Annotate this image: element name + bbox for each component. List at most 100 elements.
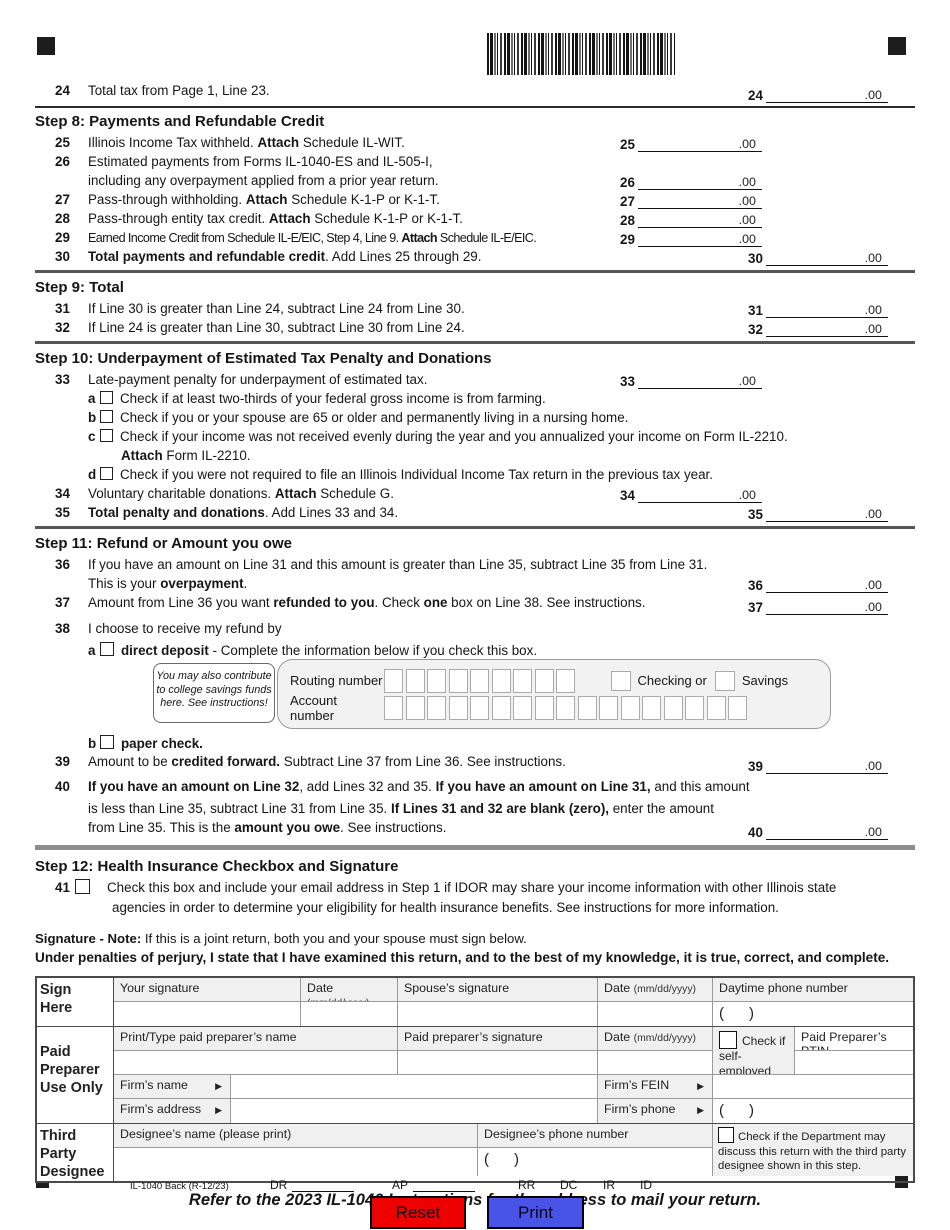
account-digit-box[interactable] (491, 695, 511, 720)
amount-underline[interactable]: .00 (765, 826, 888, 840)
bold-text: Total payments and refundable credit (88, 249, 326, 264)
your-signature-field[interactable] (114, 1002, 301, 1026)
department-discuss-text: Check if the Department may discuss this… (718, 1131, 907, 1172)
line-24-amount-field[interactable]: 24.00 (748, 86, 888, 103)
line-38-row: 38 I choose to receive my refund by (35, 616, 915, 642)
account-digit-box[interactable] (470, 695, 489, 720)
routing-number-row: Routing number Checking or Savings (290, 667, 830, 694)
amount-underline[interactable]: .00 (765, 760, 888, 774)
department-discuss-checkbox[interactable] (718, 1127, 734, 1143)
routing-digit-box[interactable] (470, 668, 489, 693)
line-25-amount-field[interactable]: 25.00 (620, 135, 762, 152)
account-digit-box[interactable] (663, 695, 683, 720)
preparer-name-field[interactable] (114, 1051, 398, 1075)
line-32-amount-field[interactable]: 32.00 (748, 320, 888, 337)
account-digit-box[interactable] (620, 695, 640, 720)
firms-name-field[interactable] (231, 1075, 598, 1099)
checkbox-41-health-insurance[interactable] (75, 879, 90, 894)
account-digit-box[interactable] (599, 695, 618, 720)
checkbox-33b[interactable] (100, 410, 113, 423)
preparer-signature-field[interactable] (398, 1051, 598, 1075)
your-signature-date-field[interactable] (301, 1002, 398, 1026)
line-31-amount-field[interactable]: 31.00 (748, 301, 888, 318)
routing-digit-box[interactable] (513, 668, 532, 693)
spouse-signature-field[interactable] (398, 1002, 598, 1026)
line-37-amount-field[interactable]: 37.00 (748, 598, 888, 615)
amount-underline[interactable]: .00 (637, 214, 762, 228)
spouse-signature-date-field[interactable] (598, 1002, 713, 1026)
amount-underline[interactable]: .00 (637, 176, 762, 190)
routing-digit-box[interactable] (534, 668, 554, 693)
line-28-amount-field[interactable]: 28.00 (620, 211, 762, 228)
account-digit-box[interactable] (384, 695, 403, 720)
amount-underline[interactable]: .00 (765, 508, 888, 522)
account-digit-box[interactable] (577, 695, 597, 720)
designee-phone-field[interactable]: ( ) (478, 1148, 713, 1176)
checkbox-33d[interactable] (100, 467, 113, 480)
firms-address-field[interactable] (231, 1099, 598, 1123)
routing-digit-box[interactable] (448, 668, 468, 693)
amount-underline[interactable]: .00 (637, 375, 762, 389)
form-body: 24 Total tax from Page 1, Line 23. 24.00 … (35, 82, 915, 1210)
account-digit-box[interactable] (685, 695, 704, 720)
savings-checkbox[interactable] (714, 670, 735, 691)
account-digit-box[interactable] (706, 695, 726, 720)
account-digit-box[interactable] (728, 695, 747, 720)
line-27-amount-field[interactable]: 27.00 (620, 192, 762, 209)
line-40-amount-field[interactable]: 40.00 (748, 823, 888, 840)
line-33-amount-field[interactable]: 33.00 (620, 372, 762, 389)
amount-line-number: 37 (748, 600, 763, 615)
amount-underline[interactable]: .00 (765, 304, 888, 318)
line-36-amount-field[interactable]: 36.00 (748, 576, 888, 593)
line-26-amount-field[interactable]: 26.00 (620, 173, 762, 190)
designee-name-field[interactable] (114, 1148, 478, 1176)
firms-fein-field[interactable] (713, 1075, 913, 1099)
amount-underline[interactable]: .00 (765, 323, 888, 337)
checkbox-33a[interactable] (100, 391, 113, 404)
form-id: IL-1040 Back (R-12/23) (130, 1181, 229, 1192)
self-employed-checkbox[interactable] (719, 1031, 737, 1049)
account-digit-box[interactable] (513, 695, 532, 720)
daytime-phone-field[interactable]: ( ) (719, 1005, 754, 1022)
amount-underline[interactable]: .00 (637, 195, 762, 209)
ptin-field[interactable] (795, 1051, 913, 1075)
account-digit-box[interactable] (405, 695, 425, 720)
line-33b-text: Check if you or your spouse are 65 or ol… (120, 410, 629, 425)
reset-button[interactable]: Reset (370, 1196, 466, 1229)
line-34-amount-field[interactable]: 34.00 (620, 486, 762, 503)
preparer-date-field[interactable] (598, 1051, 713, 1075)
dr-field[interactable] (292, 1178, 354, 1192)
amount-underline[interactable]: .00 (637, 489, 762, 503)
checkbox-38a-direct-deposit[interactable] (100, 642, 114, 656)
text: box on Line 38. See instructions. (447, 595, 646, 610)
account-digit-box[interactable] (556, 695, 575, 720)
ap-field[interactable] (413, 1178, 475, 1192)
routing-digit-box[interactable] (427, 668, 446, 693)
line-30-amount-field[interactable]: 30.00 (748, 249, 888, 266)
routing-digit-box[interactable] (556, 668, 575, 693)
amount-underline[interactable]: .00 (637, 233, 762, 247)
checkbox-33c[interactable] (100, 429, 113, 442)
account-digit-box[interactable] (448, 695, 468, 720)
amount-underline[interactable]: .00 (765, 89, 888, 103)
amount-underline[interactable]: .00 (637, 138, 762, 152)
checking-checkbox[interactable] (610, 670, 631, 691)
line-39-amount-field[interactable]: 39.00 (748, 757, 888, 774)
line-29-amount-field[interactable]: 29.00 (620, 230, 762, 247)
amount-underline[interactable]: .00 (765, 579, 888, 593)
line-35-amount-field[interactable]: 35.00 (748, 505, 888, 522)
firms-phone-field[interactable]: ( ) (719, 1102, 754, 1119)
line-number: 31 (55, 301, 70, 316)
routing-digit-box[interactable] (384, 668, 403, 693)
account-digit-box[interactable] (534, 695, 554, 720)
amount-underline[interactable]: .00 (765, 601, 888, 615)
routing-digit-box[interactable] (405, 668, 425, 693)
account-digit-box[interactable] (427, 695, 446, 720)
line-26-text: Estimated payments from Forms IL-1040-ES… (88, 154, 433, 169)
routing-digit-box[interactable] (491, 668, 511, 693)
amount-underline[interactable]: .00 (765, 252, 888, 266)
text: Amount to be (88, 754, 172, 769)
checkbox-38b-paper-check[interactable] (100, 735, 114, 749)
print-button[interactable]: Print (487, 1196, 584, 1229)
account-digit-box[interactable] (642, 695, 661, 720)
